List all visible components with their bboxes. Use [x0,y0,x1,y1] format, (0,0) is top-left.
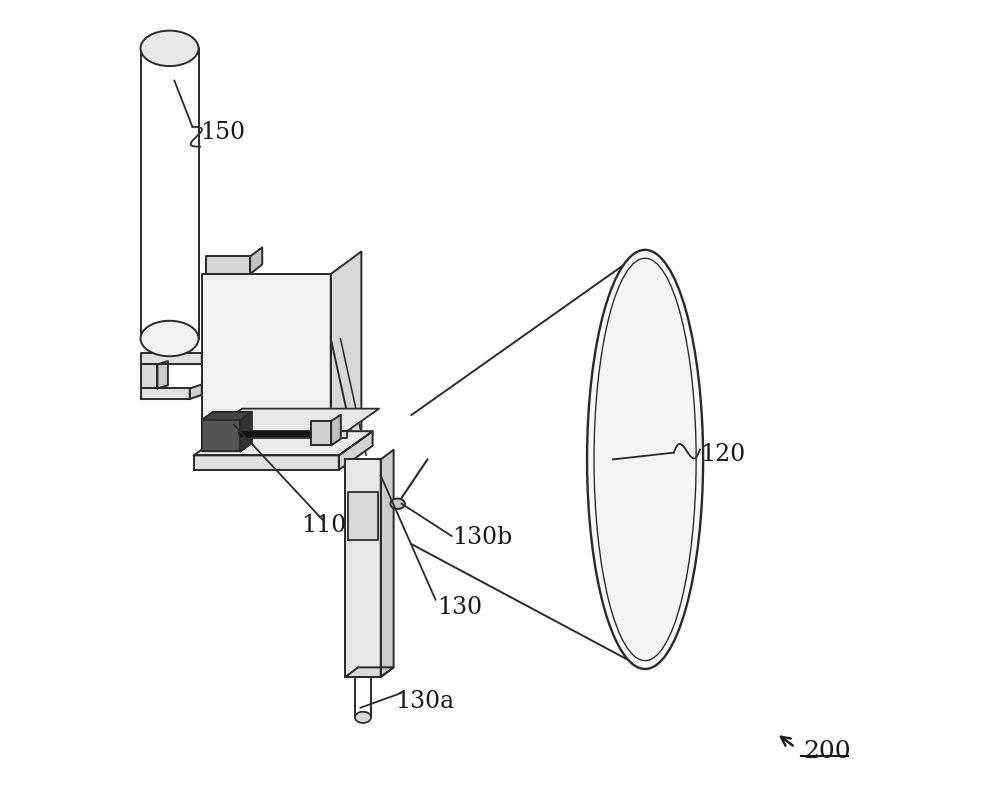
Polygon shape [210,409,379,431]
Polygon shape [339,431,373,470]
Text: 130b: 130b [452,526,512,549]
Polygon shape [210,431,347,438]
Polygon shape [202,433,361,455]
Polygon shape [311,421,331,445]
Ellipse shape [587,250,703,669]
Polygon shape [157,361,168,388]
Polygon shape [331,251,361,455]
Polygon shape [194,431,373,455]
Polygon shape [331,414,341,445]
Ellipse shape [141,31,199,66]
Ellipse shape [355,712,371,723]
Polygon shape [202,274,331,455]
Polygon shape [141,364,157,388]
Polygon shape [202,412,252,420]
Polygon shape [141,388,190,399]
Ellipse shape [594,258,696,661]
Text: 130: 130 [437,596,482,619]
Polygon shape [206,256,250,274]
Polygon shape [348,492,378,540]
Polygon shape [202,348,216,364]
Polygon shape [240,412,252,451]
Text: 130a: 130a [395,690,454,713]
Text: 110: 110 [301,514,346,537]
Polygon shape [345,459,381,677]
Text: 150: 150 [200,121,245,143]
Ellipse shape [390,498,405,509]
Ellipse shape [141,321,199,356]
Polygon shape [345,667,394,677]
Polygon shape [190,384,202,399]
Text: 120: 120 [700,443,745,466]
Text: 200: 200 [803,740,851,762]
Polygon shape [381,450,394,677]
Polygon shape [194,455,339,470]
Polygon shape [250,247,262,274]
Polygon shape [141,353,206,364]
Polygon shape [202,420,240,451]
